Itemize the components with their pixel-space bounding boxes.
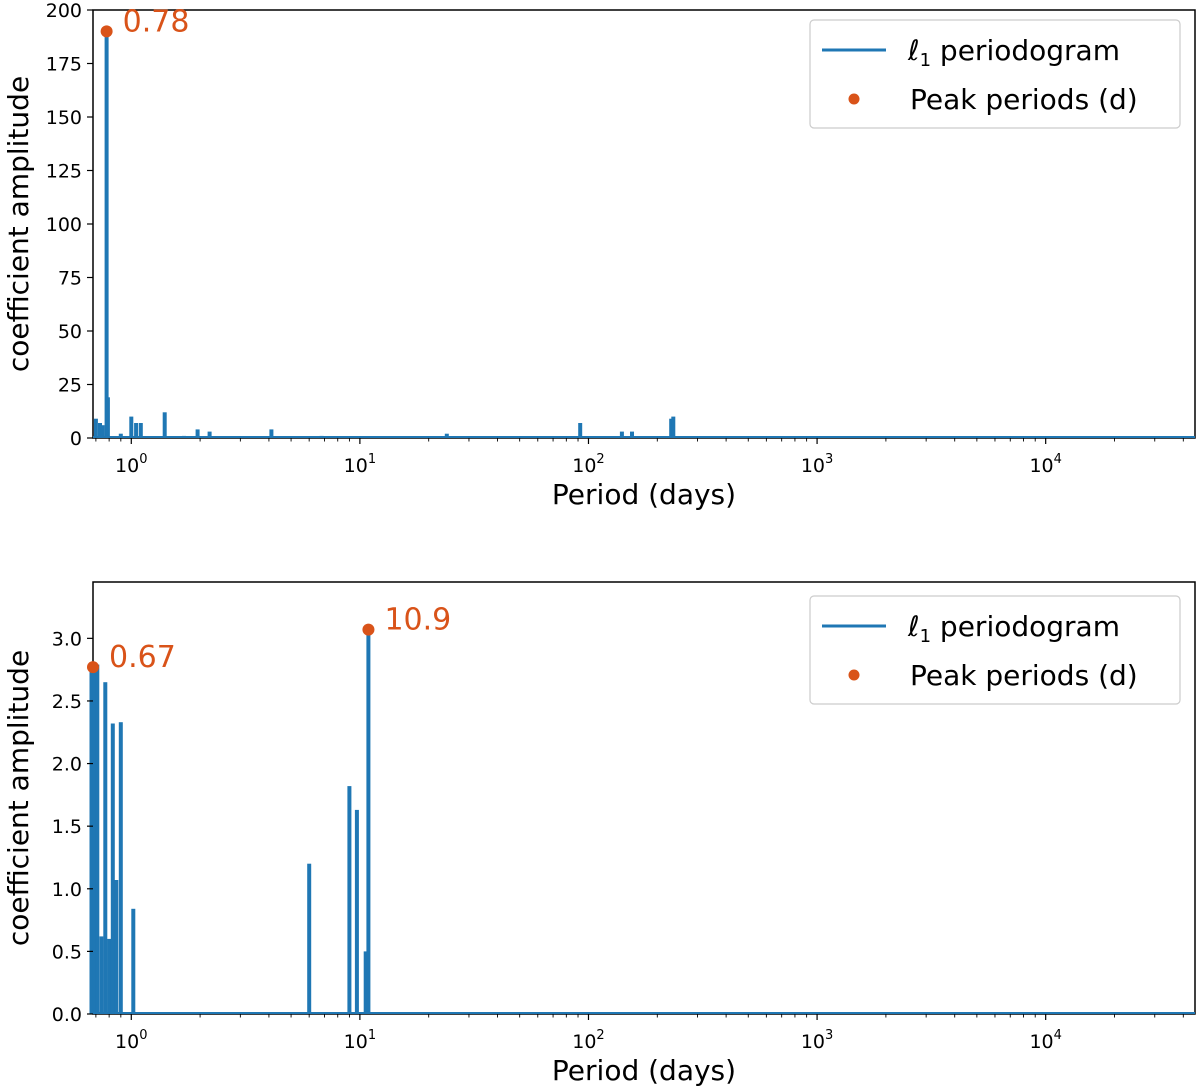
peak-marker (100, 25, 113, 38)
legend: ℓ1 periodogram Peak periods (d) (809, 595, 1181, 705)
series-spike (669, 418, 674, 438)
x-tick-label: 103 (801, 452, 833, 477)
y-tick-label: 75 (58, 268, 82, 290)
legend-peak-label: Peak periods (d) (910, 83, 1138, 116)
peak-marker (87, 661, 99, 674)
series-spike (578, 423, 583, 438)
y-tick-label: 125 (46, 161, 82, 183)
series-spike (89, 667, 94, 1014)
series-spike (98, 423, 102, 438)
y-tick-label: 2.5 (52, 691, 82, 713)
legend-frame (809, 595, 1181, 705)
series-spike (131, 908, 136, 1014)
peak-label: 0.67 (109, 640, 176, 675)
x-tick-label: 104 (1029, 452, 1061, 477)
series-spike (444, 433, 449, 438)
series-spike (182, 435, 186, 438)
chart-panel-bottom: 0.0 0.5 1.0 1.5 2.0 2.5 3.0 100 101 102 103 104 0.… (2, 581, 1196, 1087)
series-spike (195, 429, 200, 438)
series-spike (630, 431, 634, 438)
series-spike (110, 723, 115, 1014)
x-axis-label: Period (days) (552, 478, 736, 511)
x-tick-label: 101 (344, 452, 376, 477)
y-tick-label: 150 (46, 107, 82, 129)
y-axis-ticks: 0 25 50 75 100 125 150 175 200 (46, 0, 93, 450)
x-tick-label: 103 (801, 1028, 833, 1053)
y-tick-label: 100 (46, 214, 82, 236)
y-tick-label: 50 (58, 321, 82, 343)
legend-peak-swatch (848, 93, 860, 105)
series-spike (354, 809, 359, 1014)
legend: ℓ1 periodogram Peak periods (d) (809, 19, 1181, 129)
series-spike (93, 418, 98, 438)
series-spike (129, 416, 134, 438)
series-spike (134, 423, 139, 438)
series-spike (619, 431, 624, 438)
peak-label: 0.78 (123, 4, 190, 39)
y-tick-label: 0.0 (52, 1004, 82, 1026)
series-spike (671, 416, 676, 438)
series-spike (207, 431, 212, 438)
x-axis-ticks: 100 101 102 103 104 (95, 438, 1184, 477)
chart-panel-top: 0 25 50 75 100 125 150 175 200 100 101 102 103 104 0… (2, 0, 1196, 511)
series-spike (366, 629, 371, 1014)
peak-label: 10.9 (384, 603, 451, 638)
series-spike (104, 31, 109, 439)
series-spike (138, 423, 143, 438)
x-tick-label: 101 (344, 1028, 376, 1053)
series-spike (269, 429, 274, 438)
y-axis-label: coefficient amplitude (2, 650, 35, 946)
x-tick-label: 100 (115, 452, 147, 477)
legend-peak-swatch (848, 669, 860, 681)
series-spike (114, 880, 119, 1014)
y-axis-label: coefficient amplitude (2, 76, 35, 372)
series-spike (347, 786, 352, 1014)
legend-series-label: ℓ1 periodogram (907, 610, 1120, 647)
series-spike (307, 863, 312, 1014)
y-tick-label: 0 (70, 428, 82, 450)
y-tick-label: 0.5 (52, 941, 82, 963)
legend-peak-label: Peak periods (d) (910, 659, 1138, 692)
series-spike (118, 722, 123, 1014)
x-axis-ticks: 100 101 102 103 104 (95, 1014, 1184, 1053)
legend-frame (809, 19, 1181, 129)
y-tick-label: 200 (46, 0, 82, 22)
series-spike (95, 664, 100, 1014)
series-spike (107, 938, 112, 1014)
legend-series-label: ℓ1 periodogram (907, 34, 1120, 71)
y-tick-label: 1.0 (52, 879, 82, 901)
x-tick-label: 104 (1029, 1028, 1061, 1053)
series-layer (89, 629, 1195, 1014)
y-tick-label: 3.0 (52, 628, 82, 650)
series-spike (99, 936, 104, 1014)
series-spike (100, 425, 105, 438)
y-tick-label: 25 (58, 375, 82, 397)
y-tick-label: 2.0 (52, 754, 82, 776)
y-tick-label: 175 (46, 54, 82, 76)
series-layer (93, 31, 1195, 439)
x-tick-label: 100 (115, 1028, 147, 1053)
series-spike (105, 397, 110, 438)
x-tick-label: 102 (572, 1028, 604, 1053)
series-spike (118, 433, 123, 438)
series-spike (162, 412, 167, 438)
series-spike (103, 682, 108, 1014)
x-axis-label: Period (days) (552, 1054, 736, 1087)
series-spike (363, 951, 368, 1014)
series-spike (92, 669, 97, 1014)
series-spike (319, 435, 324, 438)
peak-marker (362, 623, 375, 636)
peak-markers: 0.67 10.9 (87, 603, 451, 675)
y-axis-ticks: 0.0 0.5 1.0 1.5 2.0 2.5 3.0 (52, 628, 93, 1026)
peak-markers: 0.78 (100, 4, 190, 39)
x-tick-label: 102 (572, 452, 604, 477)
y-tick-label: 1.5 (52, 816, 82, 838)
